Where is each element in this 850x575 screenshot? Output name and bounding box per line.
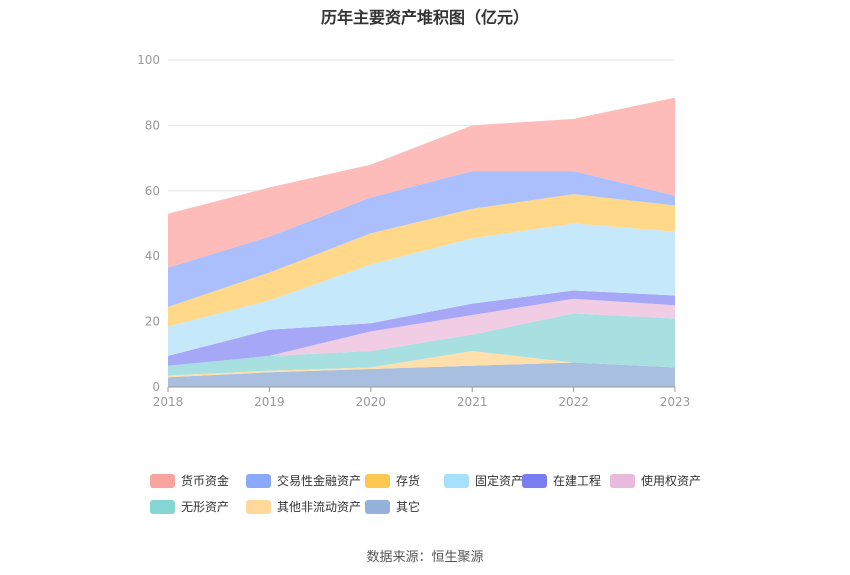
legend-swatch [150,473,175,488]
legend-label: 固定资产 [475,474,524,488]
legend-label: 货币资金 [181,474,230,488]
legend-label: 使用权资产 [641,474,702,488]
legend-item[interactable]: 货币资金 [150,472,229,489]
x-tick-label: 2018 [153,395,184,409]
legend-item[interactable]: 其他非流动资产 [246,498,361,515]
source-note: 数据来源：恒生聚源 [366,550,484,565]
legend-item[interactable]: 在建工程 [522,472,601,489]
legend-item[interactable]: 使用权资产 [610,472,701,489]
area-其它 [168,362,675,387]
y-tick-label: 100 [137,53,160,67]
area-固定资产 [168,223,675,356]
y-tick-label: 60 [145,184,160,198]
legend-item[interactable]: 无形资产 [150,498,229,515]
chart-title: 历年主要资产堆积图（亿元） [320,8,529,27]
y-tick-label: 40 [145,249,160,263]
legend-label: 在建工程 [553,474,602,488]
legend-swatch [365,499,390,514]
legend-label: 其它 [396,500,421,514]
area-series [168,97,675,387]
legend-swatch [610,473,635,488]
legend-swatch [522,473,547,488]
area-无形资产 [168,313,675,376]
area-使用权资产 [168,298,675,366]
x-tick-label: 2019 [254,395,285,409]
legend-swatch [444,473,469,488]
legend-label: 存货 [396,474,421,488]
legend-swatch [365,473,390,488]
legend-item[interactable]: 交易性金融资产 [246,472,361,489]
legend-item[interactable]: 固定资产 [444,472,523,489]
area-存货 [168,194,675,327]
x-tick-label: 2023 [660,395,691,409]
x-axis: 2018 2019 2020 2021 2022 2023 [153,386,691,409]
legend-swatch [150,499,175,514]
legend-label: 交易性金融资产 [277,474,362,488]
legend-item[interactable]: 其它 [365,498,420,515]
area-货币资金 [168,97,675,268]
legend-item[interactable]: 存货 [365,472,420,489]
area-交易性金融资产 [168,171,675,307]
y-tick-label: 0 [152,380,160,394]
y-axis: 0 20 40 60 80 100 [137,53,160,394]
y-tick-label: 80 [145,118,160,132]
x-tick-label: 2021 [457,395,488,409]
x-tick-label: 2020 [356,395,387,409]
y-tick-label: 20 [145,315,160,329]
x-tick-label: 2022 [558,395,589,409]
legend-swatch [246,473,271,488]
legend-swatch [246,499,271,514]
area-其他非流动资产 [168,351,675,378]
legend-label: 无形资产 [181,500,230,514]
legend-label: 其他非流动资产 [277,500,362,514]
area-在建工程 [168,290,675,366]
